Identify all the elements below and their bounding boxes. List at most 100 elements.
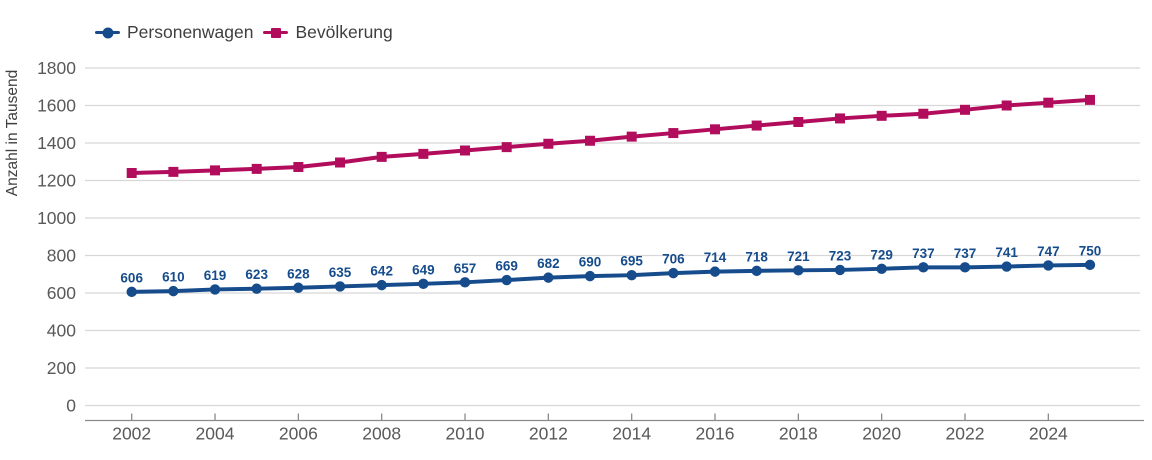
data-point-marker — [709, 266, 721, 277]
data-point-label: 729 — [870, 247, 893, 262]
data-point-label: 619 — [204, 268, 227, 283]
data-point-label: 606 — [120, 270, 143, 285]
data-point-marker — [293, 282, 304, 293]
data-point-label: 682 — [537, 256, 560, 271]
data-point-marker — [418, 148, 429, 159]
data-point-marker — [459, 277, 471, 288]
data-point-marker — [834, 264, 846, 276]
data-point-label: 737 — [954, 246, 977, 261]
y-tick-label: 800 — [47, 246, 76, 266]
chart-legend: Personenwagen Bevölkerung — [95, 20, 393, 45]
x-tick-label: 2018 — [779, 424, 818, 444]
data-point-marker — [1084, 259, 1096, 271]
data-point-marker — [1043, 260, 1054, 271]
data-point-marker — [835, 113, 846, 124]
x-tick-label: 2006 — [279, 424, 318, 444]
data-point-label: 750 — [1079, 243, 1102, 258]
data-point-marker — [376, 151, 387, 162]
data-point-marker — [168, 285, 179, 297]
data-point-label: 741 — [995, 245, 1018, 260]
x-tick-label: 2008 — [362, 424, 401, 444]
gridlines — [85, 67, 1140, 407]
data-point-label: 714 — [704, 250, 727, 265]
x-tick-label: 2016 — [696, 424, 735, 444]
data-point-marker — [501, 142, 512, 153]
data-point-marker — [960, 104, 970, 115]
data-point-label: 737 — [912, 246, 935, 261]
data-point-label: 695 — [620, 254, 643, 269]
data-point-label: 635 — [329, 265, 352, 280]
data-point-marker — [876, 263, 887, 275]
data-point-marker — [210, 165, 221, 176]
y-axis-title: Anzahl in Tausend — [4, 70, 21, 196]
data-point-marker — [376, 279, 387, 291]
data-point-marker — [1001, 261, 1012, 272]
data-point-marker — [501, 274, 512, 286]
data-point-marker — [335, 157, 346, 168]
x-axis: 2002 2004 2006 2008 2010 2012 2014 2016 2018 2020… — [85, 413, 1144, 444]
personenwagen-line-marker-icon — [95, 27, 120, 38]
x-tick-label: 2012 — [529, 424, 568, 444]
data-point-label: 669 — [495, 259, 518, 274]
data-point-marker — [751, 120, 762, 131]
y-axis-tick-labels: 0 200 400 600 800 1000 1200 1400 1600 1800 — [37, 58, 76, 416]
y-tick-label: 600 — [47, 283, 76, 303]
y-tick-label: 1600 — [37, 96, 76, 116]
x-tick-label: 2010 — [446, 424, 485, 444]
data-point-marker — [876, 110, 887, 121]
x-tick-label: 2004 — [196, 424, 235, 444]
data-point-marker — [418, 278, 429, 290]
data-point-marker — [918, 108, 929, 119]
data-point-marker — [209, 284, 221, 295]
data-point-marker — [1084, 94, 1095, 105]
legend-label-bevoelkerung: Bevölkerung — [295, 22, 393, 42]
y-tick-label: 1000 — [37, 208, 76, 228]
y-tick-label: 0 — [66, 396, 76, 416]
data-point-marker — [460, 145, 471, 156]
data-point-label: 649 — [412, 262, 435, 277]
data-point-marker — [668, 267, 679, 279]
data-point-label: 623 — [245, 267, 268, 282]
data-point-marker — [293, 162, 304, 172]
data-point-label: 747 — [1037, 244, 1060, 259]
data-point-marker — [126, 286, 137, 298]
data-point-marker — [751, 265, 762, 277]
data-point-label: 723 — [829, 248, 852, 263]
data-point-marker — [626, 269, 637, 281]
data-series: 606 610 619 623 628 635 642 649 657 669 682 690 695 7… — [120, 94, 1102, 298]
data-point-label: 657 — [454, 261, 477, 276]
data-point-marker — [668, 128, 679, 139]
y-tick-label: 400 — [47, 321, 76, 341]
data-point-marker — [168, 166, 179, 177]
data-point-marker — [126, 168, 137, 178]
data-point-marker — [334, 281, 346, 292]
data-point-marker — [543, 272, 554, 283]
data-point-marker — [918, 262, 929, 273]
x-tick-label: 2022 — [946, 424, 985, 444]
y-tick-label: 1200 — [37, 171, 76, 191]
data-point-label: 718 — [745, 249, 768, 264]
data-point-marker — [585, 135, 596, 146]
legend-item-personenwagen[interactable]: Personenwagen — [95, 20, 253, 45]
y-tick-label: 200 — [47, 358, 76, 378]
data-point-label: 706 — [662, 252, 685, 267]
data-point-marker — [251, 163, 262, 174]
x-tick-label: 2014 — [612, 424, 651, 444]
data-point-label: 628 — [287, 266, 310, 281]
data-point-marker — [793, 265, 804, 276]
data-point-label: 690 — [579, 255, 602, 270]
data-point-marker — [543, 138, 554, 149]
x-tick-label: 2024 — [1029, 424, 1068, 444]
legend-item-bevoelkerung[interactable]: Bevölkerung — [263, 20, 393, 45]
y-tick-label: 1800 — [37, 58, 76, 78]
data-point-marker — [251, 283, 262, 294]
data-point-label: 642 — [370, 264, 393, 279]
x-tick-label: 2002 — [112, 424, 151, 444]
x-tick-label: 2020 — [862, 424, 901, 444]
series-bevlkerung — [126, 94, 1095, 178]
series-personenwagen: 606 610 619 623 628 635 642 649 657 669 682 690 695 7… — [120, 243, 1102, 298]
data-point-marker — [710, 124, 721, 135]
data-point-marker — [626, 131, 637, 142]
y-tick-label: 1400 — [37, 133, 76, 153]
